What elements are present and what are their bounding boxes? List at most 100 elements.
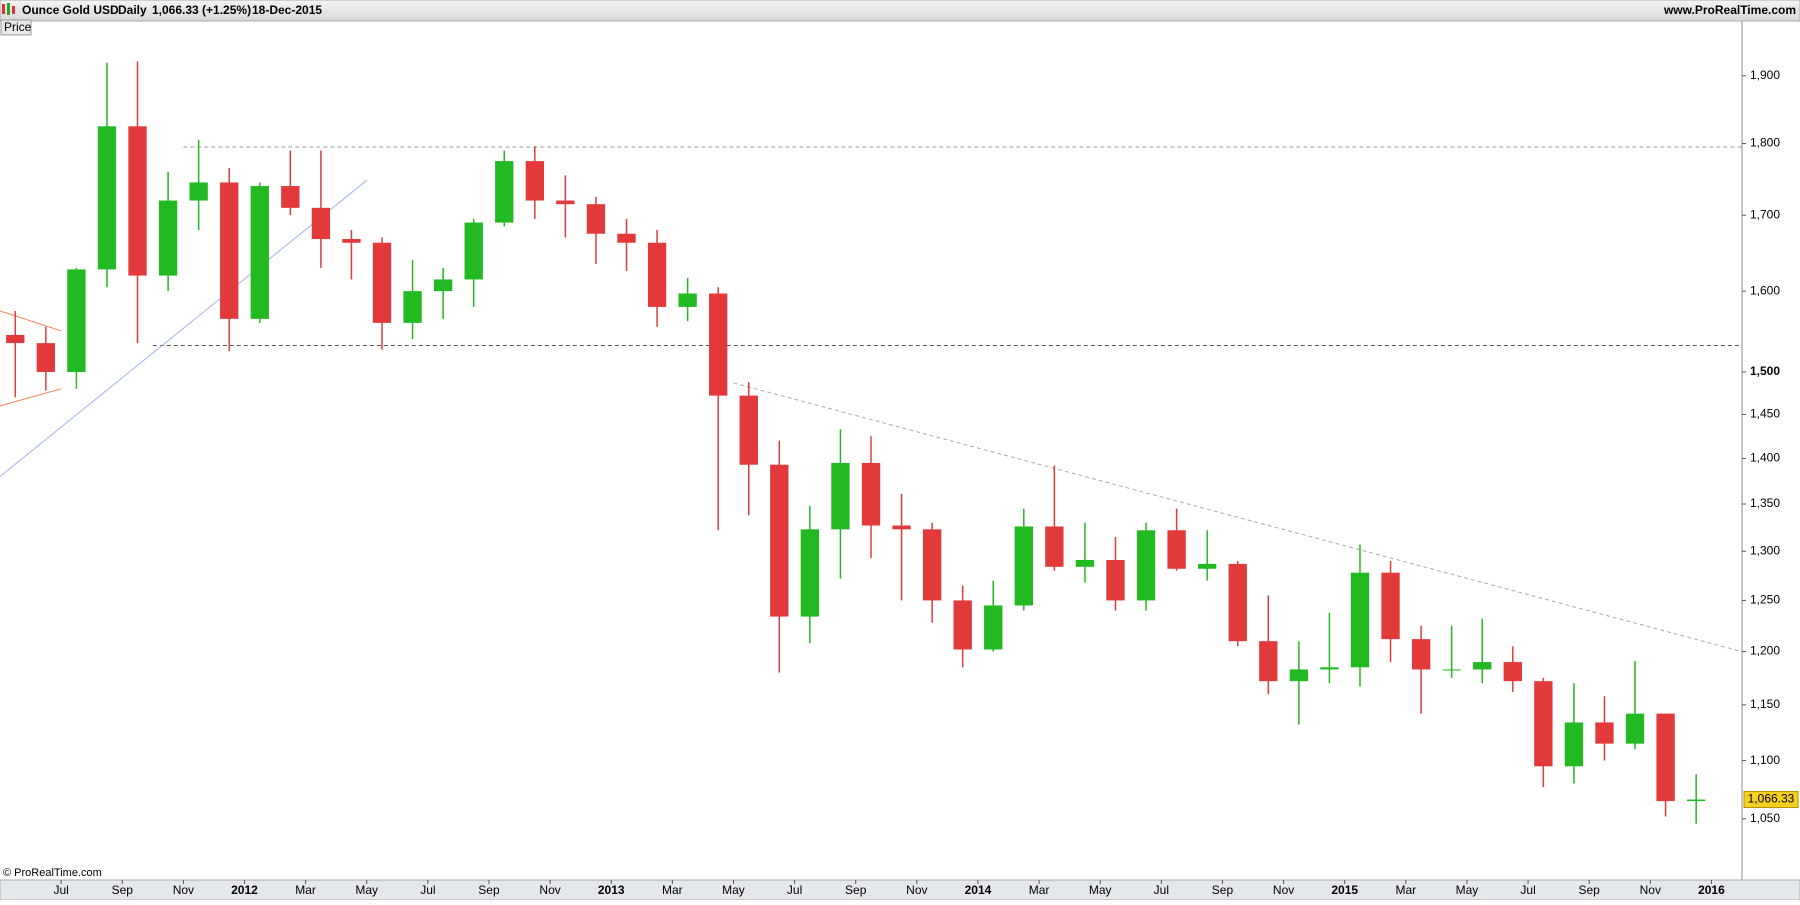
icon bbox=[2, 4, 5, 14]
x-tick-label: Nov bbox=[906, 883, 927, 897]
candle-body bbox=[525, 161, 544, 201]
y-tick-label: 1,300 bbox=[1750, 543, 1780, 557]
candle-body bbox=[647, 242, 667, 307]
candle-body bbox=[1473, 662, 1492, 670]
candle-body bbox=[464, 222, 483, 280]
x-tick-label: Nov bbox=[1640, 883, 1661, 897]
trend-line bbox=[0, 179, 368, 477]
candle-body bbox=[1075, 559, 1095, 567]
price-change: 1,066.33 (+1.25%) bbox=[152, 3, 251, 17]
y-tick-label: 1,900 bbox=[1750, 68, 1780, 82]
date: 18-Dec-2015 bbox=[252, 3, 322, 17]
candle-body bbox=[739, 395, 758, 465]
candle-body bbox=[1381, 572, 1400, 640]
candle-body bbox=[1106, 559, 1125, 601]
y-tick-label: 1,450 bbox=[1750, 407, 1780, 421]
x-tick-label: Jul bbox=[787, 883, 802, 897]
x-tick-label: Nov bbox=[173, 883, 194, 897]
header-bar bbox=[0, 0, 1800, 22]
candle-body bbox=[158, 200, 178, 276]
candle-body bbox=[36, 343, 56, 372]
source: www.ProRealTime.com bbox=[1663, 3, 1796, 17]
x-tick-label: Mar bbox=[1395, 883, 1416, 897]
candle-body bbox=[67, 269, 86, 372]
x-tick-label: 2014 bbox=[965, 883, 992, 897]
x-tick-label: Sep bbox=[845, 883, 867, 897]
y-tick-label: 1,100 bbox=[1750, 753, 1780, 767]
candle-body bbox=[1686, 799, 1706, 802]
x-tick-label: Jul bbox=[1154, 883, 1169, 897]
x-tick-label: 2015 bbox=[1331, 883, 1358, 897]
candle-body bbox=[709, 293, 728, 396]
y-tick-label: 1,800 bbox=[1750, 136, 1780, 150]
y-tick-label: 1,150 bbox=[1750, 697, 1780, 711]
candle-body bbox=[189, 182, 208, 201]
x-tick-label: Sep bbox=[1579, 883, 1601, 897]
candle-body bbox=[433, 279, 453, 292]
candle-body bbox=[6, 334, 25, 344]
candle-body bbox=[1228, 563, 1247, 642]
trend-line bbox=[0, 388, 62, 407]
candle-body bbox=[1045, 526, 1064, 567]
candle-body bbox=[892, 525, 911, 530]
candle-body bbox=[1350, 572, 1370, 668]
y-tick-label: 1,700 bbox=[1750, 207, 1780, 221]
candle-body bbox=[1442, 669, 1461, 671]
candle-body bbox=[97, 126, 117, 270]
candle-body bbox=[556, 200, 575, 205]
candle-body bbox=[861, 462, 881, 526]
candle-body bbox=[1625, 713, 1645, 744]
candle-body bbox=[831, 462, 850, 530]
candle-body bbox=[342, 238, 361, 243]
x-tick-label: 2016 bbox=[1698, 883, 1725, 897]
y-tick-label: 1,600 bbox=[1750, 283, 1780, 297]
instrument: Ounce Gold USD bbox=[22, 3, 119, 17]
candle-body bbox=[495, 161, 514, 223]
candle-body bbox=[1136, 530, 1156, 601]
x-tick-label: Jul bbox=[53, 883, 68, 897]
pane-tab[interactable] bbox=[0, 19, 32, 36]
candle-body bbox=[372, 242, 392, 323]
candle-body bbox=[128, 126, 147, 276]
x-tick-label: Jul bbox=[420, 883, 435, 897]
candle-body bbox=[1503, 662, 1522, 682]
x-tick-label: Sep bbox=[478, 883, 500, 897]
icon bbox=[12, 6, 15, 14]
x-tick-label: Sep bbox=[112, 883, 134, 897]
candle-body bbox=[311, 207, 331, 239]
candle-body bbox=[953, 600, 972, 650]
candle-body bbox=[403, 291, 422, 323]
trend-line bbox=[0, 310, 62, 332]
candle-body bbox=[770, 464, 789, 617]
x-tick-label: May bbox=[722, 883, 745, 897]
x-tick-label: Nov bbox=[1273, 883, 1294, 897]
x-tick-label: May bbox=[355, 883, 378, 897]
candle-body bbox=[1656, 713, 1675, 802]
pane-label[interactable]: Price bbox=[4, 20, 32, 34]
candle-body bbox=[1198, 563, 1217, 569]
y-tick-label: 1,200 bbox=[1750, 644, 1780, 658]
candle-body bbox=[281, 186, 300, 208]
candle-body bbox=[678, 293, 697, 307]
candle-body bbox=[1411, 639, 1431, 670]
candle-body bbox=[1289, 669, 1309, 682]
x-tick-label: Jul bbox=[1520, 883, 1535, 897]
candle-body bbox=[1167, 530, 1186, 569]
interval: Daily bbox=[118, 3, 147, 17]
y-tick-label: 1,400 bbox=[1750, 451, 1780, 465]
y-tick-label: 1,050 bbox=[1750, 811, 1780, 825]
x-tick-label: Mar bbox=[295, 883, 316, 897]
x-tick-label: May bbox=[1456, 883, 1479, 897]
candle-body bbox=[1595, 722, 1614, 744]
y-tick-label: 1,250 bbox=[1750, 593, 1780, 607]
candle-body bbox=[922, 529, 942, 601]
x-tick-label: Mar bbox=[662, 883, 683, 897]
candle-body bbox=[250, 186, 269, 319]
copyright: © ProRealTime.com bbox=[3, 867, 102, 879]
y-tick-label: 1,500 bbox=[1750, 364, 1780, 378]
x-tick-label: Nov bbox=[539, 883, 560, 897]
candle-body bbox=[1014, 526, 1033, 606]
candle-body bbox=[800, 529, 820, 617]
